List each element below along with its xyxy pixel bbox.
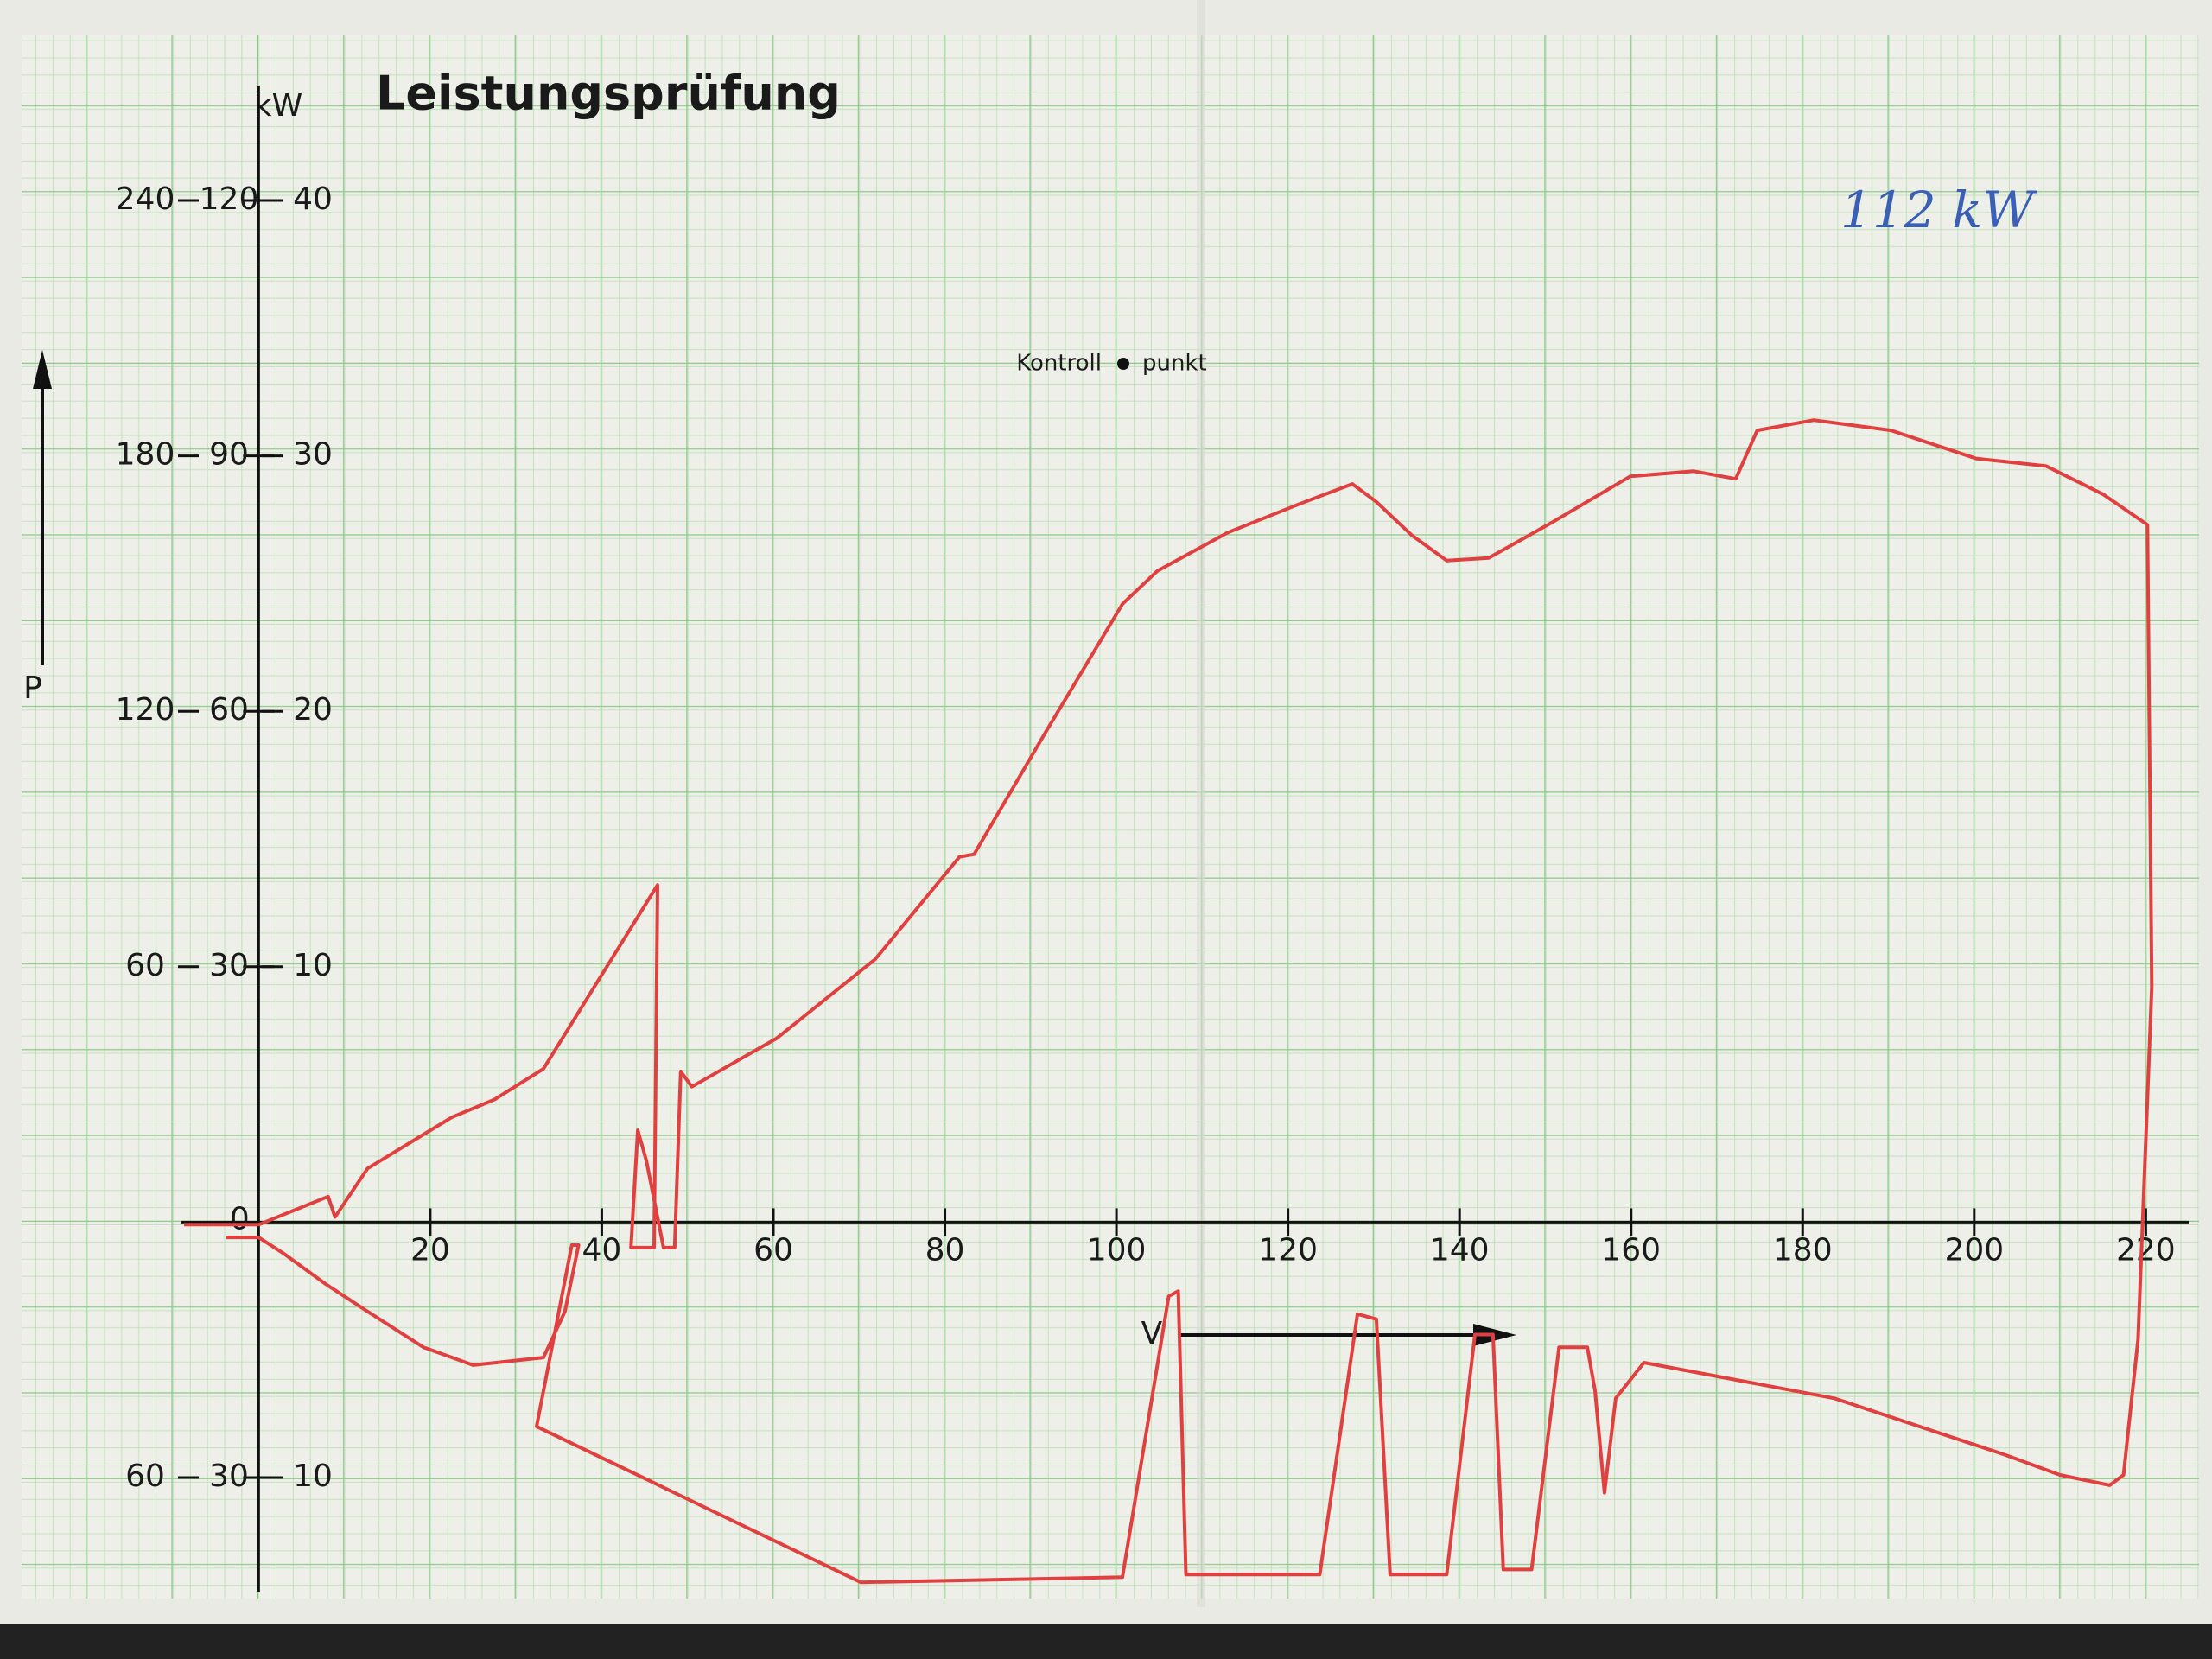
x-tick-label: 100 — [1087, 1232, 1147, 1268]
y-tick-label: 60 — [209, 692, 249, 728]
annotation: punkt — [1142, 351, 1207, 377]
power-trace — [184, 418, 2154, 1585]
graph-grid — [22, 35, 2199, 1599]
y-tick-label: 90 — [209, 437, 249, 473]
y-tick-label: 20 — [293, 692, 333, 728]
y-tick-label: 10 — [293, 1459, 333, 1494]
y-tick-label: 120 — [116, 692, 175, 728]
x-tick-label: 40 — [582, 1232, 622, 1268]
y-tick-label: 30 — [209, 1459, 249, 1494]
control-point — [1117, 358, 1129, 370]
x-tick-label: 120 — [1258, 1232, 1318, 1268]
fold — [1197, 0, 1205, 1607]
x-tick-label: 180 — [1773, 1232, 1833, 1268]
y-tick-label: 180 — [116, 437, 175, 473]
x-tick-label: 220 — [2116, 1232, 2176, 1268]
x-tick-label: 160 — [1601, 1232, 1661, 1268]
y-tick-label: 60 — [125, 1459, 165, 1494]
y-symbol: P — [23, 671, 42, 706]
annotation: Kontroll — [1016, 351, 1102, 377]
chart-title: Leistungsprüfung — [376, 67, 841, 121]
y-tick-label: 60 — [125, 948, 165, 983]
origin-label: 0 — [230, 1201, 250, 1236]
y-tick-label: 10 — [293, 948, 333, 983]
y-tick-label: 30 — [293, 437, 333, 473]
x-tick-label: 140 — [1430, 1232, 1490, 1268]
table-edge — [0, 1624, 2212, 1659]
y-tick-label: 30 — [209, 948, 249, 983]
p-arrow-head — [33, 350, 52, 389]
handwritten-note: 112 kW — [1840, 181, 2037, 239]
x-tick-label: 20 — [410, 1232, 450, 1268]
y-tick-label: 120 — [200, 181, 259, 217]
x-tick-label: 80 — [925, 1232, 965, 1268]
x-tick-label: 200 — [1944, 1232, 2004, 1268]
y-tick-label: 40 — [293, 181, 333, 217]
y-unit: kW — [254, 88, 302, 124]
y-tick-label: 240 — [116, 181, 175, 217]
x-tick-label: 60 — [753, 1232, 793, 1268]
v-arrow-head — [1473, 1324, 1516, 1346]
